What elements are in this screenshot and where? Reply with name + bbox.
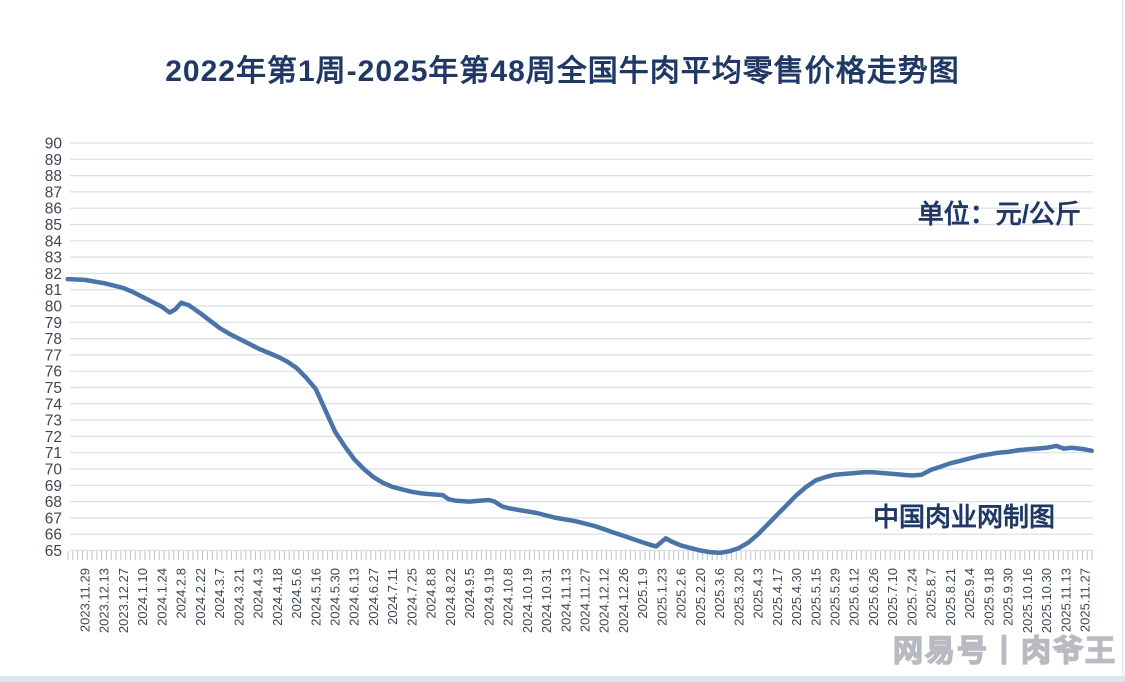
x-axis-labels: 2023.11.29 2023.12.13 2023.12.27 2024.1.10 2…	[78, 568, 1093, 633]
svg-text:2025.4.30: 2025.4.30	[789, 568, 804, 626]
svg-text:2023.11.29: 2023.11.29	[78, 568, 93, 632]
svg-text:66: 66	[45, 527, 62, 544]
svg-text:85: 85	[45, 217, 62, 234]
svg-text:75: 75	[45, 380, 62, 397]
svg-text:2024.1.10: 2024.1.10	[135, 568, 150, 626]
unit-label: 单位：元/公斤	[917, 199, 1081, 229]
svg-text:2024.9.19: 2024.9.19	[481, 568, 496, 626]
svg-text:2024.3.7: 2024.3.7	[212, 568, 227, 619]
svg-text:2024.11.27: 2024.11.27	[578, 568, 593, 632]
svg-text:2025.9.18: 2025.9.18	[981, 568, 996, 626]
platform-watermark: 网易号丨肉爷王	[892, 634, 1117, 668]
svg-text:89: 89	[45, 152, 62, 169]
svg-text:2025.4.17: 2025.4.17	[770, 568, 785, 626]
svg-text:2025.2.20: 2025.2.20	[693, 568, 708, 626]
svg-text:82: 82	[45, 266, 62, 283]
svg-text:2025.9.30: 2025.9.30	[1001, 568, 1016, 626]
svg-text:2024.5.30: 2024.5.30	[328, 568, 343, 626]
svg-text:2024.1.24: 2024.1.24	[154, 568, 169, 626]
svg-text:74: 74	[45, 396, 63, 413]
svg-text:2025.8.21: 2025.8.21	[943, 568, 958, 626]
svg-text:67: 67	[45, 510, 62, 527]
x-axis-ticks	[67, 551, 1093, 560]
svg-text:2025.1.23: 2025.1.23	[654, 568, 669, 626]
svg-text:2024.8.22: 2024.8.22	[443, 568, 458, 626]
svg-text:2024.7.11: 2024.7.11	[385, 568, 400, 625]
svg-text:2025.8.7: 2025.8.7	[924, 568, 939, 619]
svg-text:81: 81	[45, 282, 62, 299]
svg-text:73: 73	[45, 413, 62, 430]
svg-text:2025.11.13: 2025.11.13	[1058, 568, 1073, 632]
svg-text:2025.3.20: 2025.3.20	[731, 568, 746, 626]
svg-text:2025.5.15: 2025.5.15	[808, 568, 823, 626]
svg-text:76: 76	[45, 364, 62, 381]
svg-text:2024.3.21: 2024.3.21	[231, 568, 246, 626]
svg-text:2024.2.22: 2024.2.22	[193, 568, 208, 626]
chart-title: 2022年第1周-2025年第48周全国牛肉平均零售价格走势图	[165, 55, 960, 88]
svg-text:2024.7.25: 2024.7.25	[404, 568, 419, 626]
svg-text:2024.12.12: 2024.12.12	[597, 568, 612, 633]
svg-text:2025.1.9: 2025.1.9	[635, 568, 650, 619]
svg-text:2025.3.6: 2025.3.6	[712, 568, 727, 619]
svg-text:86: 86	[45, 201, 62, 218]
svg-text:88: 88	[45, 168, 62, 185]
svg-text:2024.9.5: 2024.9.5	[462, 568, 477, 619]
gridlines	[70, 142, 1093, 552]
svg-text:77: 77	[45, 347, 62, 364]
svg-text:70: 70	[45, 462, 63, 479]
svg-text:2024.10.31: 2024.10.31	[539, 568, 554, 633]
bottom-strip	[0, 676, 1125, 682]
svg-text:2024.2.8: 2024.2.8	[174, 568, 189, 619]
svg-text:69: 69	[45, 478, 62, 495]
svg-text:79: 79	[45, 315, 62, 332]
svg-text:71: 71	[45, 445, 62, 462]
svg-text:2023.12.13: 2023.12.13	[97, 568, 112, 633]
svg-text:65: 65	[45, 543, 62, 560]
svg-text:72: 72	[45, 429, 62, 446]
svg-text:2025.11.27: 2025.11.27	[1078, 568, 1093, 632]
svg-text:2025.6.26: 2025.6.26	[866, 568, 881, 626]
svg-text:2024.5.6: 2024.5.6	[289, 568, 304, 619]
price-line-series	[65, 276, 1094, 556]
svg-text:2024.4.18: 2024.4.18	[270, 568, 285, 626]
svg-text:78: 78	[45, 331, 62, 348]
svg-text:2023.12.27: 2023.12.27	[116, 568, 131, 633]
svg-text:2024.8.8: 2024.8.8	[424, 568, 439, 619]
y-axis-labels: 6566676869707172737475767778798081828384…	[45, 136, 63, 561]
svg-text:80: 80	[45, 299, 63, 316]
svg-text:2024.10.8: 2024.10.8	[501, 568, 516, 626]
svg-text:2024.10.19: 2024.10.19	[520, 568, 535, 633]
svg-text:2025.6.12: 2025.6.12	[847, 568, 862, 626]
svg-text:84: 84	[45, 233, 63, 250]
svg-text:2025.7.24: 2025.7.24	[904, 568, 919, 626]
svg-text:68: 68	[45, 494, 62, 511]
svg-text:2025.5.29: 2025.5.29	[828, 568, 843, 626]
svg-text:2025.7.10: 2025.7.10	[885, 568, 900, 626]
svg-text:2024.12.26: 2024.12.26	[616, 568, 631, 633]
svg-text:2025.9.4: 2025.9.4	[962, 568, 977, 619]
svg-text:2025.10.30: 2025.10.30	[1039, 568, 1054, 633]
svg-text:90: 90	[45, 136, 63, 153]
right-edge-divider	[1122, 0, 1124, 676]
svg-text:2024.6.27: 2024.6.27	[366, 568, 381, 626]
svg-text:2024.11.13: 2024.11.13	[558, 568, 573, 632]
svg-text:2024.4.3: 2024.4.3	[251, 568, 266, 619]
svg-text:87: 87	[45, 184, 62, 201]
svg-text:2024.5.16: 2024.5.16	[308, 568, 323, 626]
svg-text:2024.6.13: 2024.6.13	[347, 568, 362, 626]
svg-text:2025.2.6: 2025.2.6	[674, 568, 689, 619]
svg-text:83: 83	[45, 250, 62, 267]
source-watermark: 中国肉业网制图	[872, 502, 1055, 532]
svg-text:2025.10.16: 2025.10.16	[1020, 568, 1035, 633]
svg-text:2025.4.3: 2025.4.3	[751, 568, 766, 619]
